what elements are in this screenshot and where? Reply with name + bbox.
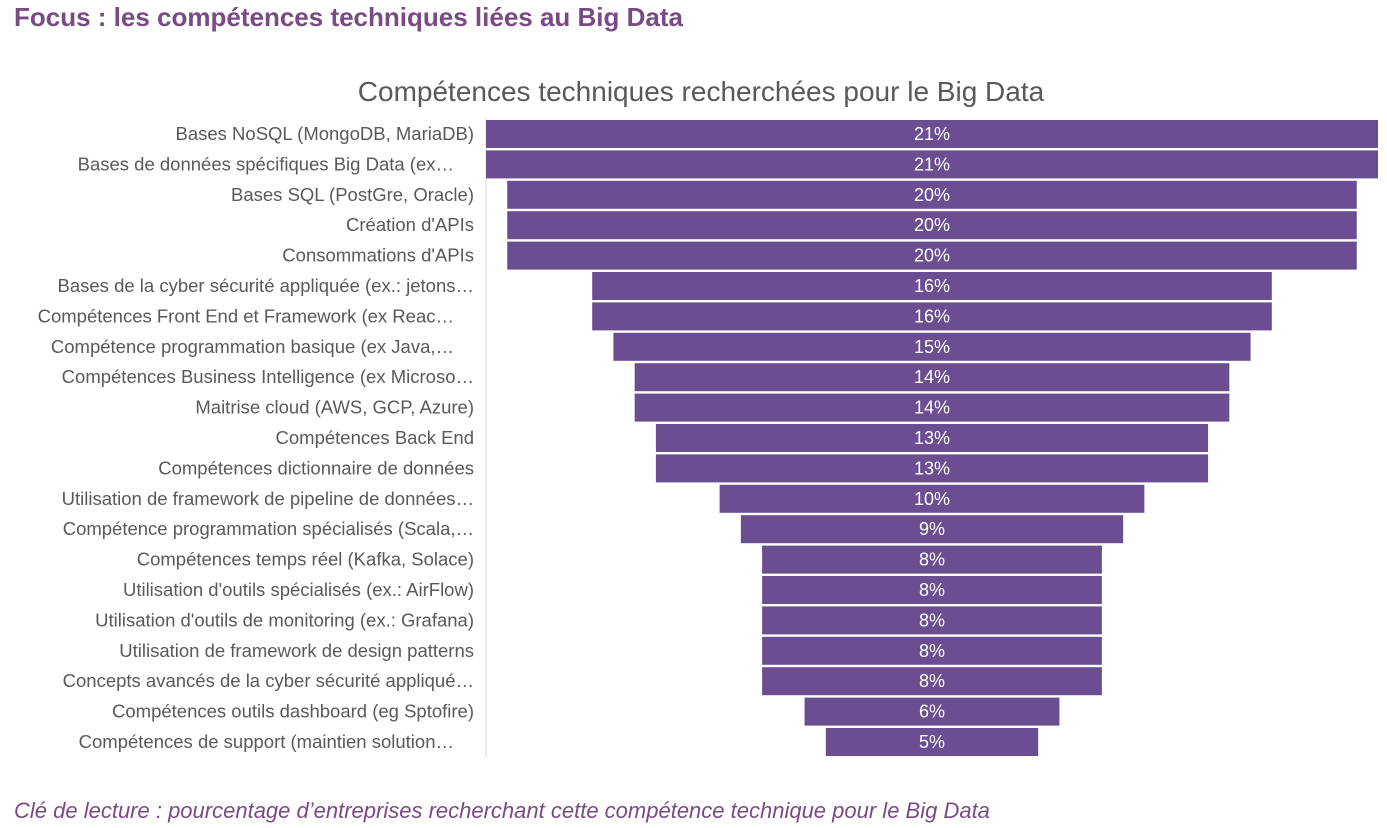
- bar-value-label: 8%: [919, 641, 945, 661]
- category-label: Bases NoSQL (MongoDB, MariaDB): [175, 123, 474, 144]
- bar-16: [762, 576, 1102, 604]
- page-title: Focus : les compétences techniques liées…: [14, 2, 683, 32]
- category-label: Utilisation d'outils de monitoring (ex.:…: [95, 609, 474, 630]
- category-label: Utilisation de framework de design patte…: [119, 640, 474, 661]
- bar-value-label: 14%: [914, 398, 950, 418]
- bar-value-label: 5%: [919, 732, 945, 752]
- bar-value-label: 20%: [914, 215, 950, 235]
- category-label: Compétence programmation basique (ex Jav…: [51, 336, 454, 357]
- bar-value-label: 8%: [919, 610, 945, 630]
- bar-value-label: 8%: [919, 580, 945, 600]
- bar-21: [825, 728, 1039, 756]
- category-label: Utilisation de framework de pipeline de …: [62, 488, 474, 509]
- bar-4: [507, 211, 1357, 240]
- category-label: Compétences temps réel (Kafka, Solace): [137, 549, 474, 570]
- bar-value-label: 9%: [919, 519, 945, 539]
- value-labels-group: 21% 21% 20% 20% 20% 16% 16% 15% 14% 14% 13% 13% 10% 9…: [914, 124, 950, 752]
- bar-8: [613, 332, 1251, 361]
- bar-value-label: 14%: [914, 367, 950, 387]
- bar-1: [486, 120, 1378, 148]
- bar-value-label: 16%: [914, 306, 950, 326]
- category-label: Compétences outils dashboard (eg Sptofir…: [112, 701, 474, 722]
- reading-key-footnote: Clé de lecture : pourcentage d’entrepris…: [14, 798, 990, 823]
- chart-title: Compétences techniques recherchées pour …: [357, 76, 1045, 107]
- bar-value-label: 20%: [914, 246, 950, 266]
- category-label: Bases de la cyber sécurité appliquée (ex…: [58, 275, 474, 296]
- bar-3: [507, 180, 1357, 209]
- bar-7: [592, 302, 1272, 331]
- category-label: Compétences Back End: [276, 427, 474, 448]
- bar-value-label: 21%: [914, 124, 950, 144]
- category-label: Compétences dictionnaire de données: [158, 457, 474, 478]
- category-label: Consommations d'APIs: [282, 245, 474, 266]
- bar-value-label: 21%: [914, 154, 950, 174]
- category-label: Utilisation d'outils spécialisés (ex.: A…: [123, 579, 474, 600]
- bar-value-label: 8%: [919, 550, 945, 570]
- bars-group: [486, 120, 1378, 756]
- bar-12: [655, 454, 1209, 483]
- category-label: Bases de données spécifiques Big Data (e…: [78, 153, 454, 174]
- bar-17: [762, 606, 1102, 635]
- category-label: Compétences Business Intelligence (ex Mi…: [62, 366, 474, 387]
- category-label: Maitrise cloud (AWS, GCP, Azure): [195, 397, 474, 418]
- bar-10: [634, 393, 1230, 422]
- bar-value-label: 8%: [919, 671, 945, 691]
- bar-value-label: 15%: [914, 337, 950, 357]
- bar-value-label: 6%: [919, 702, 945, 722]
- bar-5: [507, 241, 1357, 270]
- bar-11: [655, 424, 1209, 452]
- bar-20: [804, 697, 1060, 726]
- category-label: Concepts avancés de la cyber sécurité ap…: [63, 670, 474, 691]
- bar-13: [719, 484, 1145, 513]
- bar-value-label: 16%: [914, 276, 950, 296]
- bar-6: [592, 272, 1272, 300]
- category-labels-group: Bases NoSQL (MongoDB, MariaDB) Bases de d…: [38, 123, 474, 752]
- bar-9: [634, 363, 1230, 392]
- bar-2: [486, 150, 1378, 179]
- category-label: Compétence programmation spécialisés (Sc…: [63, 518, 474, 539]
- bar-15: [762, 545, 1102, 574]
- bar-18: [762, 636, 1102, 665]
- category-label: Compétences Front End et Framework (ex R…: [38, 305, 454, 326]
- category-label: Compétences de support (maintien solutio…: [79, 731, 454, 752]
- category-label: Création d'APIs: [346, 214, 474, 235]
- bar-value-label: 13%: [914, 458, 950, 478]
- bar-19: [762, 667, 1102, 696]
- bar-value-label: 13%: [914, 428, 950, 448]
- bar-value-label: 10%: [914, 489, 950, 509]
- bar-value-label: 20%: [914, 185, 950, 205]
- category-label: Bases SQL (PostGre, Oracle): [231, 184, 474, 205]
- bar-14: [740, 515, 1124, 544]
